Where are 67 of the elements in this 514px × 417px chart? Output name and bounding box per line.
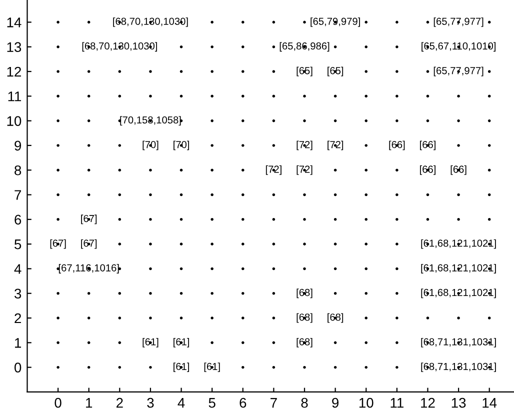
annotation: [70,158,1058] xyxy=(120,116,181,126)
annotation: [72] xyxy=(296,165,312,175)
annotation: [61] xyxy=(204,362,220,372)
annotation: [67,116,1016] xyxy=(58,264,119,274)
annotation: [70] xyxy=(142,140,158,150)
y-tick-label: 14 xyxy=(7,18,22,28)
annotation: [61,68,121,1021] xyxy=(421,239,496,249)
annotation: [68] xyxy=(296,313,312,323)
x-tick-label: 8 xyxy=(301,398,308,408)
annotation: [68,70,130,1030] xyxy=(113,17,188,27)
annotation: [66] xyxy=(420,165,436,175)
y-tick-label: 12 xyxy=(7,66,21,77)
annotation: [67] xyxy=(81,239,97,249)
x-tick-label: 13 xyxy=(452,398,466,408)
x-tick-label: 1 xyxy=(86,398,92,408)
x-tick-label: 0 xyxy=(54,398,62,408)
x-tick-label: 10 xyxy=(359,398,374,408)
annotation: [65,86,986] xyxy=(280,42,330,52)
x-tick-label: 2 xyxy=(116,398,123,408)
annotation: [68,71,131,1031] xyxy=(421,338,496,348)
annotation: [61] xyxy=(142,338,158,348)
annotation: [66] xyxy=(420,140,436,150)
annotation: [65,79,979] xyxy=(310,17,360,27)
x-tick-label: 11 xyxy=(390,398,404,408)
annotation: [61,68,121,1021] xyxy=(421,264,496,274)
y-tick-label: 4 xyxy=(14,264,22,274)
annotation: [72] xyxy=(296,140,312,150)
x-tick-label: 14 xyxy=(482,398,497,408)
x-tick-label: 4 xyxy=(178,398,185,408)
y-tick-label: 11 xyxy=(8,92,22,102)
y-tick-label: 1 xyxy=(15,338,22,348)
x-tick-label: 6 xyxy=(240,398,246,408)
x-tick-label: 3 xyxy=(147,398,154,408)
annotation: [68] xyxy=(296,288,312,298)
y-tick-label: 8 xyxy=(14,165,22,176)
x-tick-label: 12 xyxy=(421,398,435,408)
y-tick-label: 5 xyxy=(14,240,22,250)
annotation: [65,77,977] xyxy=(434,66,484,76)
annotation: [65,67,110,1010] xyxy=(422,42,496,52)
y-tick-label: 3 xyxy=(14,288,22,299)
annotation: [61,68,121,1021] xyxy=(421,288,496,298)
y-tick-label: 7 xyxy=(14,190,21,200)
annotation: [67] xyxy=(81,214,97,224)
y-tick-label: 0 xyxy=(14,362,22,372)
annotation: [72] xyxy=(266,165,282,175)
annotation: [65] xyxy=(296,66,312,76)
y-tick-label: 10 xyxy=(7,116,22,126)
annotation: [67] xyxy=(50,239,66,249)
annotation: [70] xyxy=(174,140,190,150)
annotation: [61] xyxy=(174,338,190,348)
x-tick-label: 5 xyxy=(208,398,216,408)
annotation: [68] xyxy=(296,338,312,348)
annotation: [66] xyxy=(389,140,405,150)
annotation: [68,71,131,1031] xyxy=(421,362,496,372)
annotation: [68,70,130,1030] xyxy=(82,42,157,52)
x-tick-label: 9 xyxy=(332,398,339,408)
y-tick-label: 2 xyxy=(14,313,21,324)
annotation: [68] xyxy=(328,313,344,323)
y-tick-label: 13 xyxy=(7,42,22,52)
annotation: [66] xyxy=(450,165,466,175)
y-tick-label: 6 xyxy=(14,214,22,225)
annotation: [65] xyxy=(328,66,344,76)
annotation: [61] xyxy=(174,362,190,372)
annotation: [65,77,977] xyxy=(434,17,484,27)
annotation: [72] xyxy=(328,140,344,150)
x-tick-label: 7 xyxy=(270,398,277,408)
y-tick-label: 9 xyxy=(14,140,22,151)
